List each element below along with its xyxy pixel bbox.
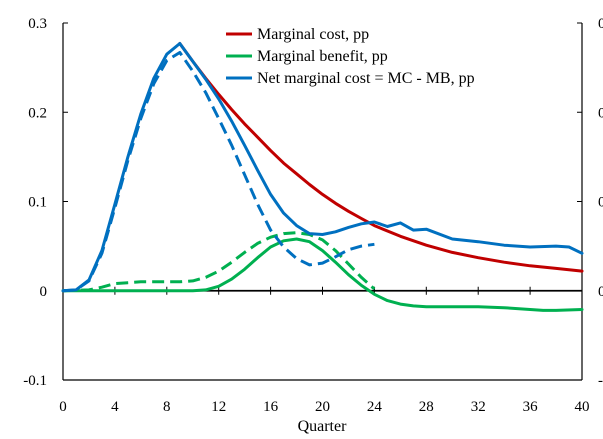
legend: Marginal cost, pp Marginal benefit, pp Net…: [226, 26, 475, 87]
x-tick-label: 40: [575, 399, 590, 415]
x-tick-label: 32: [471, 399, 486, 415]
y-tick-labels-right: -0.1 0 0.1 0.2 0.3: [598, 16, 603, 389]
y-tick-label-right: 0.2: [598, 105, 603, 121]
legend-label: Marginal benefit, pp: [257, 48, 388, 65]
series-layer: [61, 42, 584, 312]
legend-label: Net marginal cost = MC - MB, pp: [257, 70, 475, 87]
y-tick-label-right: 0.3: [598, 16, 603, 32]
x-tick-label: 12: [211, 399, 226, 415]
x-tick-label: 0: [59, 399, 67, 415]
y-tick-label-right: -0.1: [598, 373, 603, 389]
y-tick-label-left: 0.2: [28, 105, 47, 121]
x-tick-label: 20: [315, 399, 330, 415]
legend-label: Marginal cost, pp: [257, 26, 369, 43]
x-tick-label: 4: [111, 399, 119, 415]
series-line-1: [61, 237, 584, 312]
y-tick-label-left: 0.1: [28, 195, 47, 211]
x-tick-label: 8: [163, 399, 171, 415]
series-line-0: [178, 42, 584, 273]
dashed-series-line-4: [62, 51, 375, 293]
dashed-series-line-2: [62, 231, 376, 293]
x-tick-label: 36: [523, 399, 539, 415]
y-tick-label-left: 0: [40, 284, 48, 300]
series-line-3: [61, 42, 584, 293]
y-tick-label-left: 0.3: [28, 16, 47, 32]
x-axis-label: Quarter: [298, 418, 348, 435]
x-tick-label: 24: [367, 399, 383, 415]
y-tick-label-right: 0: [598, 284, 603, 300]
y-tick-labels-left: -0.1 0 0.1 0.2 0.3: [23, 16, 47, 389]
y-tick-label-left: -0.1: [23, 373, 47, 389]
x-tick-label: 16: [263, 399, 279, 415]
y-tick-label-right: 0.1: [598, 195, 603, 211]
x-tick-label: 28: [419, 399, 434, 415]
x-tick-labels: 0 4 8 12 16 20 24 28 32 36 40: [59, 399, 589, 415]
